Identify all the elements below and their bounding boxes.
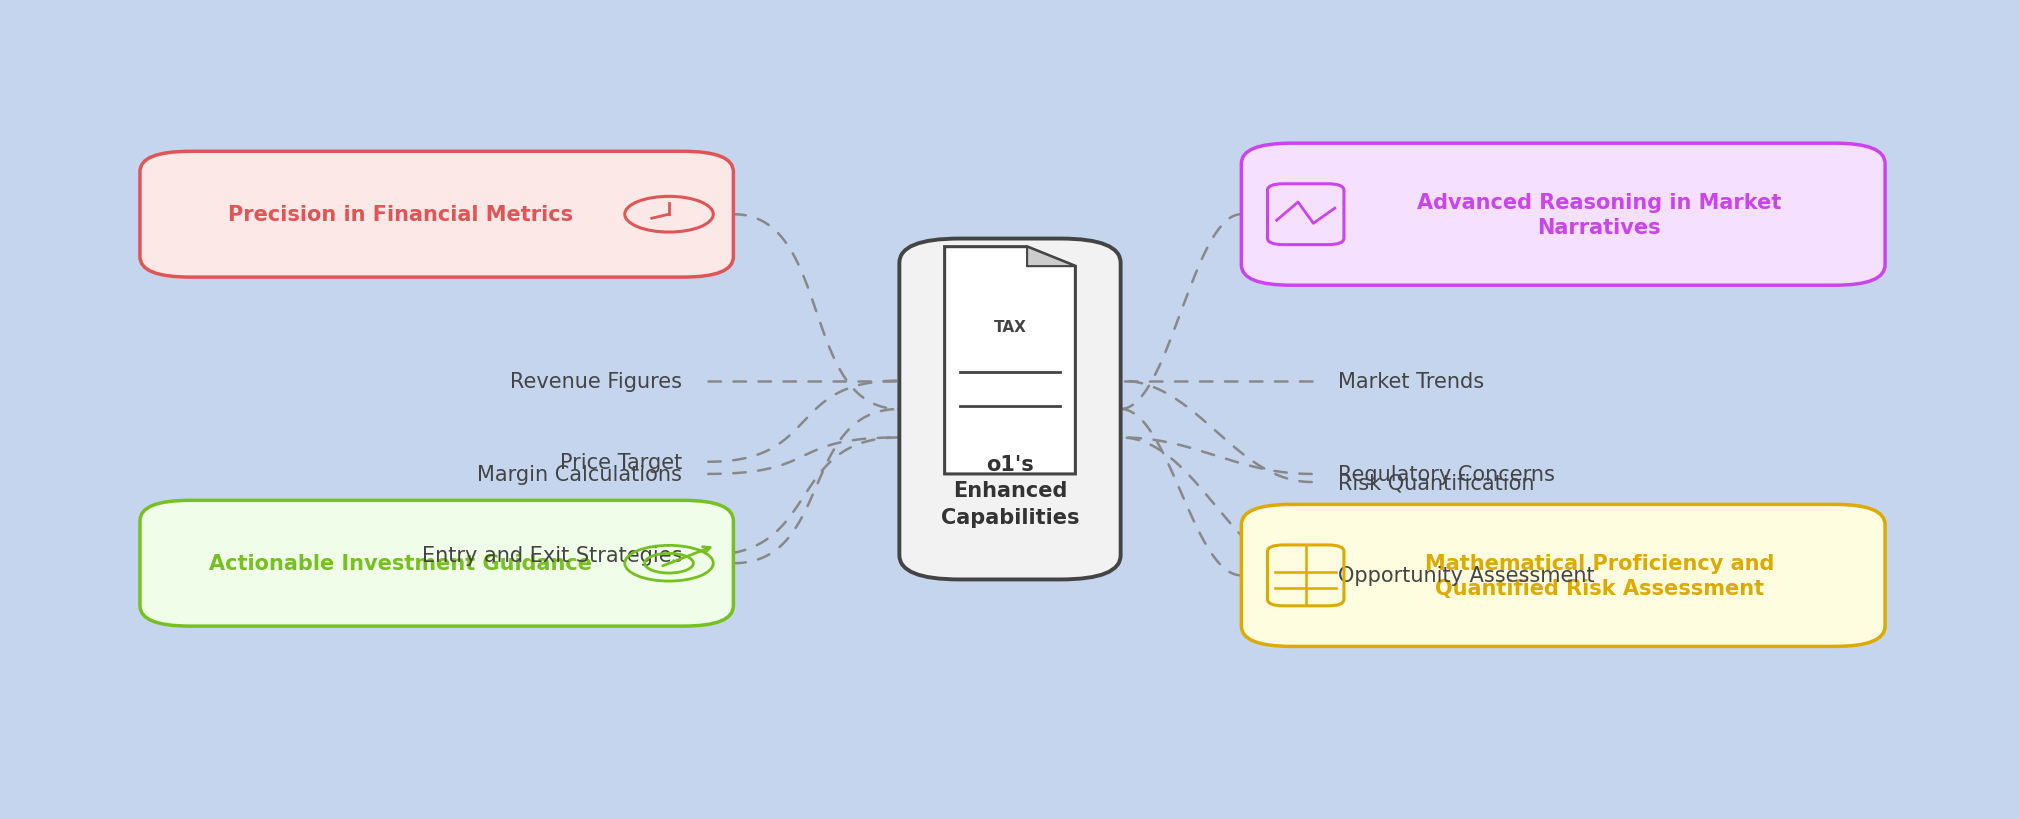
Text: Actionable Investment Guidance: Actionable Investment Guidance	[208, 554, 592, 573]
Text: Mathematical Proficiency and
Quantified Risk Assessment: Mathematical Proficiency and Quantified …	[1424, 554, 1774, 598]
FancyBboxPatch shape	[1242, 144, 1885, 286]
Text: Revenue Figures: Revenue Figures	[511, 371, 683, 391]
Text: Margin Calculations: Margin Calculations	[477, 464, 683, 484]
PathPatch shape	[1026, 247, 1075, 267]
Text: Regulatory Concerns: Regulatory Concerns	[1337, 464, 1555, 484]
FancyBboxPatch shape	[139, 152, 733, 278]
FancyBboxPatch shape	[899, 239, 1121, 580]
Text: Advanced Reasoning in Market
Narratives: Advanced Reasoning in Market Narratives	[1418, 192, 1782, 238]
Text: Risk Quantification: Risk Quantification	[1337, 473, 1535, 492]
FancyBboxPatch shape	[1242, 505, 1885, 647]
Text: o1's
Enhanced
Capabilities: o1's Enhanced Capabilities	[941, 455, 1079, 527]
Text: Price Target: Price Target	[560, 452, 683, 473]
Text: TAX: TAX	[994, 319, 1026, 334]
PathPatch shape	[945, 247, 1075, 474]
FancyBboxPatch shape	[139, 500, 733, 627]
Text: Entry and Exit Strategies: Entry and Exit Strategies	[422, 545, 683, 565]
Text: Precision in Financial Metrics: Precision in Financial Metrics	[228, 205, 574, 225]
Text: Opportunity Assessment: Opportunity Assessment	[1337, 566, 1594, 586]
Text: Market Trends: Market Trends	[1337, 371, 1485, 391]
